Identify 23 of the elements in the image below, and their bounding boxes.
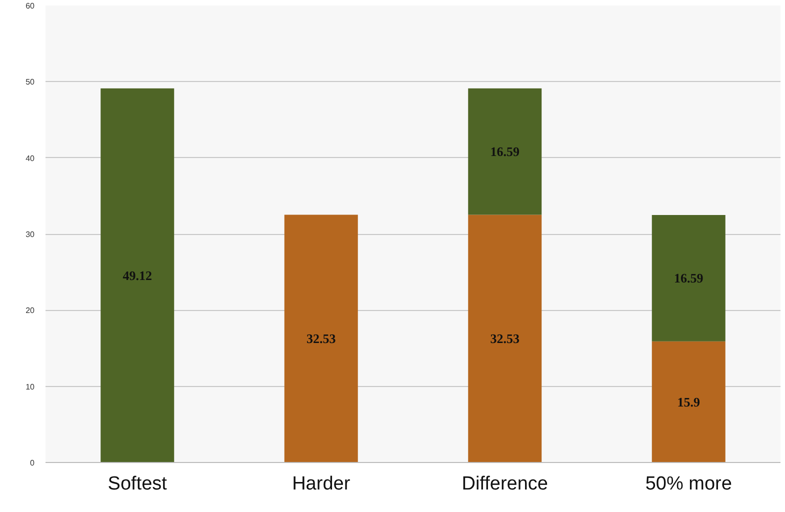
y-tick-label: 50 [26,78,36,87]
bar [100,88,174,462]
y-tick-label: 40 [26,154,36,163]
bar [652,341,726,462]
x-tick-label: Difference [462,474,548,494]
y-tick-label: 60 [26,2,36,10]
data-label: 16.59 [490,144,520,160]
x-tick-label: Harder [292,474,351,494]
bar [468,214,542,462]
data-label: 15.9 [677,394,700,410]
y-tick-label: 0 [30,458,36,468]
x-tick-label: 50% more [645,474,732,494]
x-tick-label: Softest [108,474,168,494]
data-label: 49.12 [122,268,152,283]
bar [468,88,542,215]
data-label: 32.53 [490,331,520,346]
y-tick-label: 10 [26,382,36,392]
data-label: 16.59 [674,270,704,286]
y-tick-label: 30 [26,230,36,239]
bar [284,214,358,462]
y-tick-label: 20 [26,306,36,316]
data-label: 32.53 [306,331,336,346]
bar [652,215,726,342]
